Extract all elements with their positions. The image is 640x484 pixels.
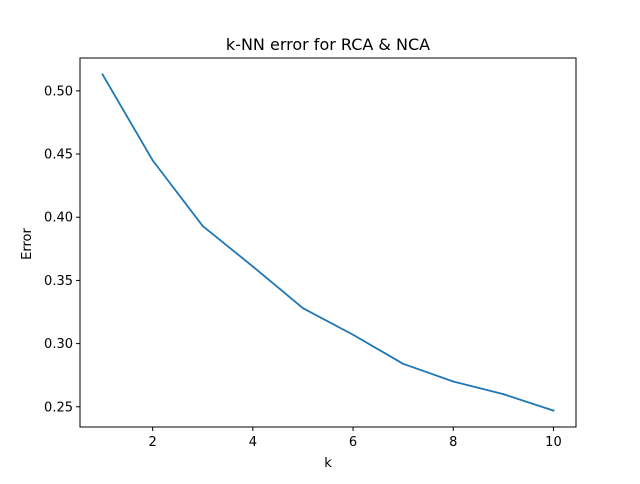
- y-tick-label: 0.30: [44, 337, 73, 352]
- x-tick-label: 2: [149, 435, 157, 450]
- data-point: [552, 409, 555, 412]
- data-point: [502, 393, 505, 396]
- series-line: [101, 73, 555, 412]
- data-point: [151, 159, 154, 162]
- y-axis-label: Error: [20, 228, 35, 260]
- x-tick-label: 8: [449, 435, 457, 450]
- y-axis-ticks: 0.25 0.30 0.35 0.40 0.45 0.50: [44, 84, 80, 415]
- y-tick-label: 0.25: [44, 400, 73, 415]
- x-axis-label: k: [324, 456, 332, 471]
- x-axis-ticks: 2 4 6 8 10: [149, 427, 562, 450]
- data-point: [201, 225, 204, 227]
- x-tick-label: 4: [249, 435, 257, 450]
- data-point: [101, 73, 104, 76]
- data-point: [452, 380, 455, 383]
- x-tick-label: 6: [349, 435, 357, 450]
- data-point: [302, 307, 304, 310]
- series-layer: [101, 73, 555, 412]
- x-tick-label: 10: [545, 435, 562, 450]
- y-tick-label: 0.40: [44, 211, 73, 226]
- y-tick-label: 0.45: [44, 148, 73, 163]
- data-point: [352, 333, 354, 336]
- data-point: [402, 362, 405, 365]
- y-tick-label: 0.50: [44, 84, 73, 99]
- chart-title: k-NN error for RCA & NCA: [226, 35, 430, 54]
- y-tick-label: 0.35: [44, 274, 73, 289]
- plot-area-frame: [79, 57, 577, 428]
- data-point: [251, 265, 254, 268]
